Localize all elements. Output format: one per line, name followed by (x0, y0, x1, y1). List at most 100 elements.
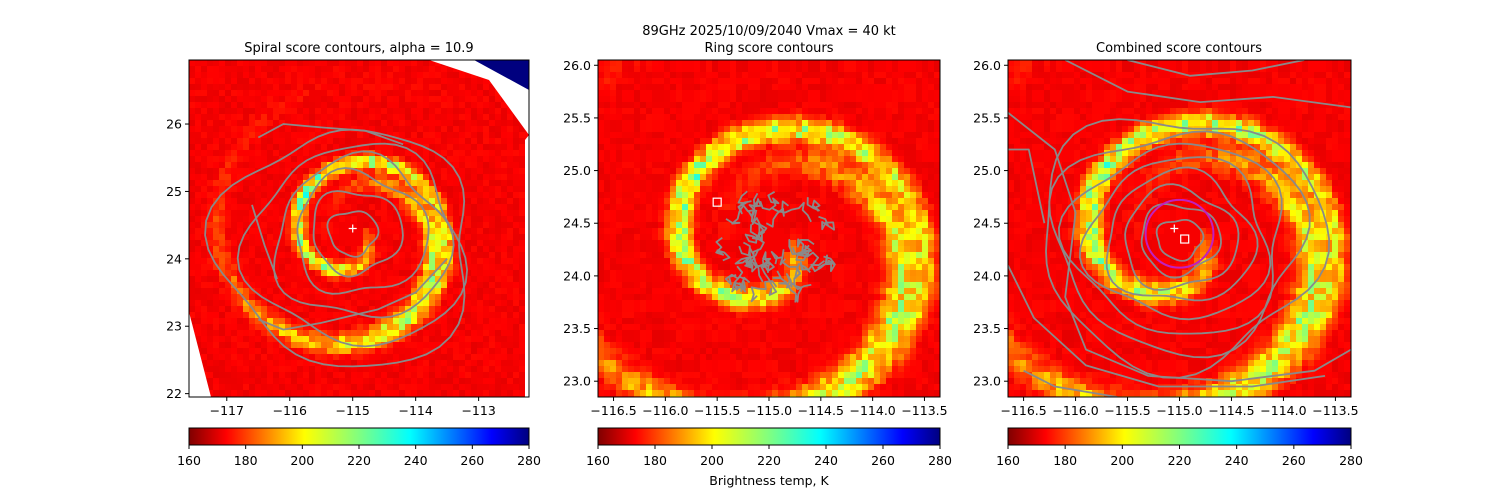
y-tick-label: 25.5 (973, 110, 1001, 125)
no-data-region (429, 60, 529, 135)
x-tick-label: −115.5 (1104, 403, 1150, 418)
panel-spiral: Spiral score contours, alpha = 10.9 −117… (166, 41, 541, 468)
ring-contour (818, 215, 835, 231)
heatmap (1008, 60, 1351, 397)
score-contour (1045, 118, 1331, 379)
ring-contour (751, 259, 775, 273)
x-ticks: −117 −116 −115 −114 −113 (210, 397, 496, 418)
ring-contour (731, 275, 747, 293)
center-square-marker (1180, 234, 1190, 244)
y-tick-label: 23.5 (563, 321, 591, 336)
no-data-region (525, 135, 529, 397)
colorbar-tick-label: 240 (1225, 453, 1249, 468)
suptitle: 89GHz 2025/10/09/2040 Vmax = 40 kt (642, 24, 896, 39)
colorbar-tick-label: 280 (1339, 453, 1363, 468)
colorbar-ticks: 160 180 200 220 240 260 280 (586, 445, 952, 468)
y-tick-label: 24.0 (563, 268, 591, 283)
colorbar-tick-label: 200 (1110, 453, 1134, 468)
x-tick-label: −115.0 (1156, 403, 1202, 418)
panel-title: Spiral score contours, alpha = 10.9 (244, 41, 473, 56)
no-data-region (474, 60, 529, 90)
ring-contour (759, 191, 780, 211)
panel-title: Ring score contours (704, 41, 833, 56)
x-tick-label: −116.5 (1000, 403, 1046, 418)
x-tick-label: −115.0 (746, 403, 792, 418)
x-tick-label: −114.5 (798, 403, 844, 418)
y-tick-label: 26.0 (563, 58, 591, 73)
y-tick-label: 26 (166, 117, 182, 132)
colorbar (1007, 427, 1352, 446)
y-tick-label: 24.5 (973, 216, 1001, 231)
first-guess-plus-marker (1170, 224, 1179, 233)
y-tick-label: 22 (166, 386, 182, 401)
score-contour (251, 204, 278, 280)
brightness-field (189, 60, 529, 397)
colorbar-tick-label: 220 (1168, 453, 1192, 468)
ring-contour (785, 273, 812, 291)
x-tick-label: −115.5 (694, 403, 740, 418)
colorbar-tick-label: 180 (643, 453, 667, 468)
x-tick-label: −113.5 (901, 403, 947, 418)
panel-combined: Combined score contours −116.5 −116.0 −115… (973, 41, 1363, 468)
score-contour (1023, 369, 1118, 397)
center-square-marker (712, 197, 722, 207)
ring-contour (782, 261, 811, 280)
score-contour (272, 150, 455, 319)
colorbar (188, 427, 530, 446)
x-tick-label: −113 (461, 403, 495, 418)
score-contour (1008, 148, 1046, 224)
ring-contour (806, 197, 821, 212)
colorbar-tick-label: 260 (871, 453, 895, 468)
y-tick-label: 25 (166, 184, 182, 199)
score-contour (1008, 265, 1326, 388)
best-ring-circle (1144, 198, 1215, 269)
ring-contour (772, 270, 798, 296)
y-tick-label: 25.0 (563, 163, 591, 178)
ring-contour (750, 192, 766, 237)
colorbar-tick-label: 280 (517, 453, 541, 468)
ring-contour (771, 201, 812, 223)
score-contours (715, 190, 836, 303)
ring-contour (724, 265, 744, 285)
heatmap (598, 60, 940, 397)
colorbar-tick-label: 200 (700, 453, 724, 468)
colorbar-tick-label: 220 (347, 453, 371, 468)
heatmap (189, 60, 529, 397)
ring-contour (725, 204, 756, 225)
x-ticks: −116.5 −116.0 −115.5 −115.0 −114.5 −114.0 −113… (1000, 397, 1359, 418)
score-contour (1064, 60, 1351, 109)
ring-contour (810, 254, 834, 273)
ring-contour (737, 190, 752, 215)
colorbar-ticks: 160 180 200 220 240 260 280 (996, 445, 1363, 468)
colorbar-tick-label: 160 (177, 453, 201, 468)
x-tick-label: −114.5 (1208, 403, 1254, 418)
score-contour (326, 210, 380, 258)
ring-contour (797, 244, 812, 258)
y-tick-label: 25.0 (973, 163, 1001, 178)
x-tick-label: −114.0 (850, 403, 896, 418)
score-contour (204, 128, 466, 368)
panel-ring: Ring score contours −116.5 −116.0 −115.5 −1… (563, 41, 952, 488)
brightness-field (598, 60, 940, 397)
ring-contour (788, 239, 808, 262)
x-tick-label: −114.0 (1260, 403, 1306, 418)
y-tick-label: 26.0 (973, 58, 1001, 73)
colorbar (597, 427, 941, 446)
score-contours (1008, 60, 1351, 397)
no-data-region (189, 312, 211, 397)
ring-contour (817, 255, 836, 273)
y-ticks: 23.0 23.5 24.0 24.5 25.0 25.5 26.0 (973, 58, 1008, 389)
colorbar-ticks: 160 180 200 220 240 260 280 (177, 445, 541, 468)
brightness-field (1008, 60, 1351, 397)
x-ticks: −116.5 −116.0 −115.5 −115.0 −114.5 −114.0 −113… (590, 397, 948, 418)
y-tick-label: 23 (166, 319, 182, 334)
score-contour (1057, 142, 1283, 335)
ring-contour (751, 209, 768, 243)
markers (348, 224, 357, 233)
markers (712, 197, 722, 207)
colorbar-tick-label: 160 (996, 453, 1020, 468)
colorbar-tick-label: 220 (757, 453, 781, 468)
x-tick-label: −116.0 (642, 403, 688, 418)
ring-contour (765, 200, 790, 228)
